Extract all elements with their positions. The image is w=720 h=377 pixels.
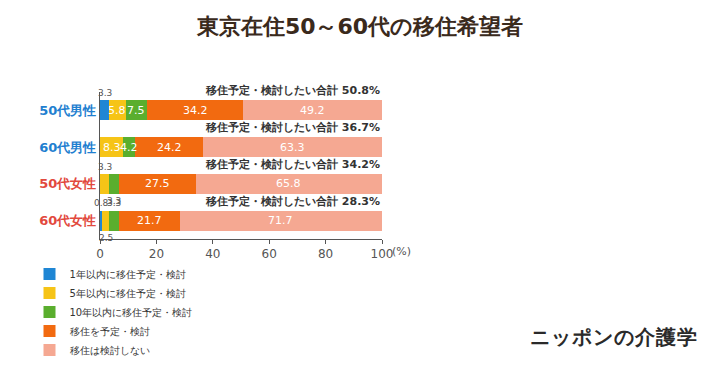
svg-text:50代男性: 50代男性 [39,103,96,118]
svg-text:4.2: 4.2 [120,141,138,154]
svg-text:21.7: 21.7 [137,214,162,227]
svg-text:東京在住50～60代の移住希望者: 東京在住50～60代の移住希望者 [196,14,523,39]
svg-text:8.3: 8.3 [103,141,121,154]
html-text:ニッポンの介護学: ニッポンの介護学 [530,325,698,349]
svg-text:7.5: 7.5 [127,104,145,117]
svg-text:20: 20 [149,247,164,261]
svg-text:60代女性: 60代女性 [39,213,96,228]
svg-text:80: 80 [318,247,333,261]
svg-text:5.8: 5.8 [108,104,126,117]
svg-text:移住予定・検討したい合計 34.2%: 移住予定・検討したい合計 34.2% [205,158,380,171]
svg-text:移住予定・検討したい合計 50.8%: 移住予定・検討したい合計 50.8% [205,84,380,97]
svg-text:60代男性: 60代男性 [39,140,96,155]
svg-text:65.8: 65.8 [276,177,301,190]
svg-text:0.8: 0.8 [94,198,109,208]
svg-text:移住予定・検討したい合計 36.7%: 移住予定・検討したい合計 36.7% [205,121,380,134]
svg-text:2.5: 2.5 [99,233,113,243]
svg-text:(%): (%) [392,245,411,258]
svg-text:3.3: 3.3 [107,196,121,206]
svg-text:49.2: 49.2 [300,104,325,117]
svg-text:移住は検討しない: 移住は検討しない [70,345,150,356]
svg-text:3.3: 3.3 [98,162,112,172]
svg-text:71.7: 71.7 [268,214,293,227]
svg-text:60: 60 [262,247,277,261]
svg-text:50代女性: 50代女性 [39,176,96,191]
svg-text:40: 40 [205,247,220,261]
svg-text:0: 0 [96,247,104,261]
svg-text:5年以内に移住予定・検討: 5年以内に移住予定・検討 [70,288,186,299]
svg-text:63.3: 63.3 [280,141,305,154]
svg-text:移住を予定・検討: 移住を予定・検討 [70,326,150,337]
svg-text:10年以内に移住予定・検討: 10年以内に移住予定・検討 [70,307,193,318]
svg-text:移住予定・検討したい合計 28.3%: 移住予定・検討したい合計 28.3% [205,195,380,208]
svg-text:100: 100 [371,247,394,261]
svg-text:1年以内に移住予定・検討: 1年以内に移住予定・検討 [70,269,186,280]
svg-text:27.5: 27.5 [145,177,170,190]
svg-text:3.3: 3.3 [107,198,121,208]
svg-text:34.2: 34.2 [183,104,208,117]
svg-text:3.3: 3.3 [98,88,112,98]
svg-text:24.2: 24.2 [157,141,182,154]
